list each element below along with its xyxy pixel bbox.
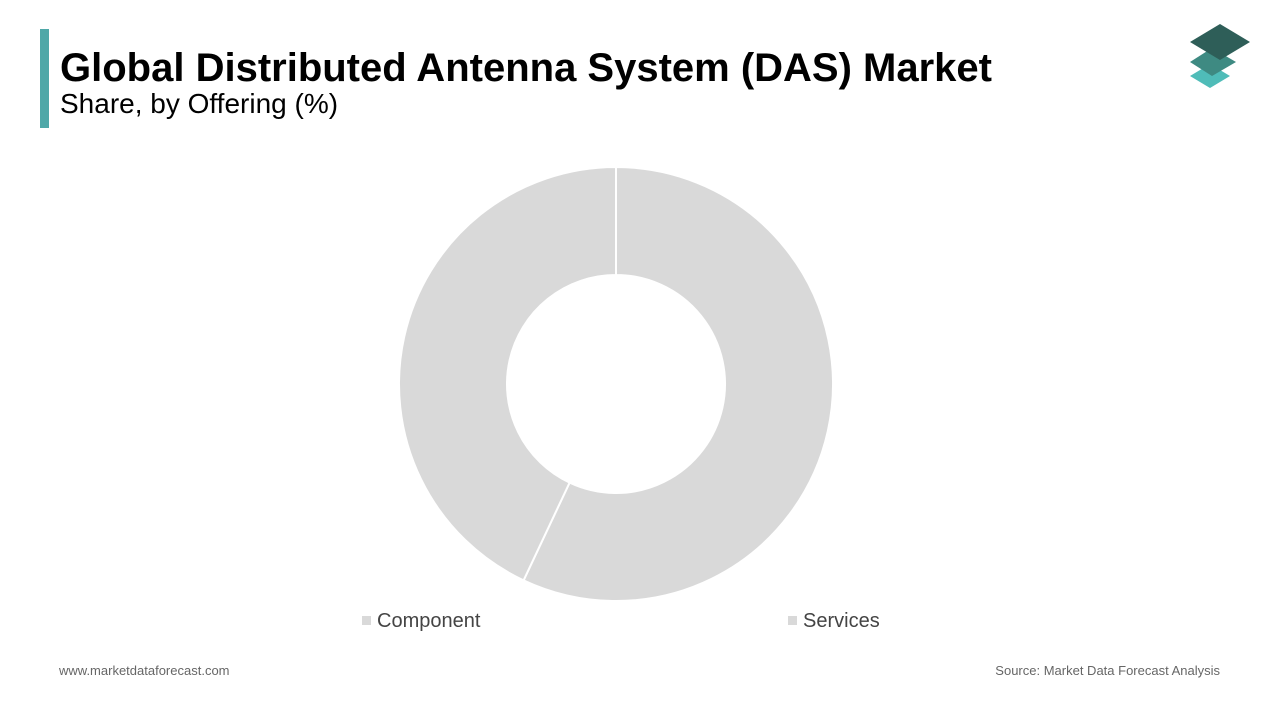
legend-swatch — [362, 616, 371, 625]
chart-title: Global Distributed Antenna System (DAS) … — [60, 46, 992, 90]
logo — [1190, 24, 1250, 88]
legend-label: Component — [377, 610, 481, 632]
title-accent — [40, 29, 49, 128]
source: Source: Market Data Forecast Analysis — [995, 663, 1220, 678]
donut-slice — [522, 165, 834, 602]
donut-slice — [398, 165, 617, 582]
legend-label: Services — [803, 610, 880, 632]
chart-subtitle: Share, by Offering (%) — [60, 88, 338, 119]
legend-swatch — [788, 616, 797, 625]
website: www.marketdataforecast.com — [58, 663, 230, 678]
